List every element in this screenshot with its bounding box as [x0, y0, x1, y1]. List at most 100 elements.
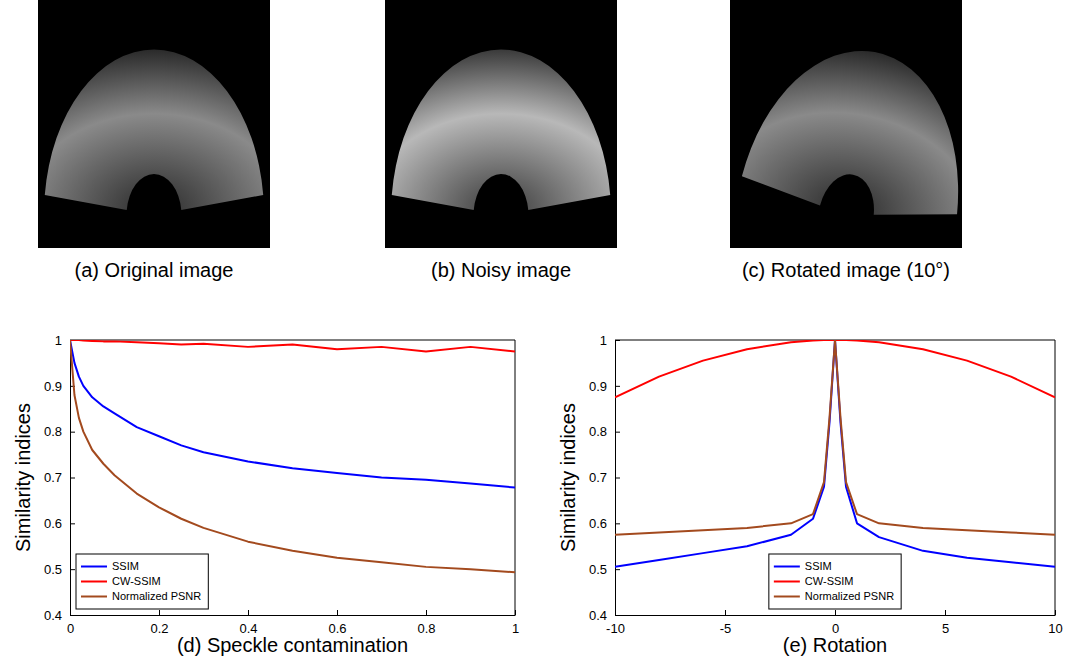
- tick: 5: [942, 610, 949, 636]
- legend-swatch: [774, 596, 800, 598]
- tick-mark: [70, 523, 75, 524]
- tick-mark: [426, 610, 427, 615]
- axis-line: [71, 615, 516, 616]
- tick: 0.7: [44, 470, 75, 485]
- tick-label: 10: [1048, 621, 1062, 636]
- series-line: [70, 340, 515, 351]
- tick-mark: [70, 569, 75, 570]
- series-line: [615, 340, 1055, 567]
- tick-label: 0.4: [44, 608, 62, 623]
- y-axis-title: Similarity indices: [557, 403, 579, 552]
- tick-label: 0.8: [417, 621, 435, 636]
- tick-mark: [615, 478, 620, 479]
- chart: 00.20.40.60.810.40.50.60.70.80.91(d) Spe…: [12, 333, 519, 656]
- tick-mark: [1055, 610, 1056, 615]
- image-panel: [385, 0, 617, 248]
- legend-swatch: [774, 581, 800, 583]
- tick-mark: [615, 340, 620, 341]
- legend-label: CW-SSIM: [112, 575, 161, 587]
- frame-line: [515, 340, 516, 615]
- plot-lines: [70, 340, 515, 572]
- ultrasound-fan: [739, 33, 982, 229]
- tick-mark: [725, 610, 726, 615]
- tick: 0.5: [44, 562, 75, 577]
- tick-mark: [615, 615, 620, 616]
- tick-mark: [945, 610, 946, 615]
- figure: (a) Original image (b) Noisy image (c) Rot…: [0, 0, 1076, 664]
- frame-line: [1055, 340, 1056, 615]
- tick-label: 0: [67, 621, 74, 636]
- chart: -10-505100.40.50.60.70.80.91(e) Rotation…: [557, 333, 1063, 656]
- legend-swatch: [81, 596, 107, 598]
- legend: SSIM CW-SSIM Normalized PSNR: [76, 554, 208, 609]
- axis-line: [616, 615, 1056, 616]
- tick: 0.4: [44, 608, 75, 623]
- tick: 0: [832, 610, 839, 636]
- y-axis: 0.40.50.60.70.80.91: [44, 333, 75, 623]
- image-caption: (c) Rotated image (10°): [742, 259, 950, 281]
- tick-mark: [515, 610, 516, 615]
- series-line: [70, 340, 515, 488]
- tick-label: 0.2: [150, 621, 168, 636]
- image-caption: (b) Noisy image: [431, 259, 571, 281]
- image-panel: [38, 0, 270, 248]
- tick-mark: [615, 569, 620, 570]
- x-axis-title: (d) Speckle contamination: [177, 634, 408, 656]
- frame-line: [70, 340, 515, 341]
- tick-mark: [70, 478, 75, 479]
- tick-mark: [159, 610, 160, 615]
- tick-label: 5: [942, 621, 949, 636]
- ultrasound-fan: [392, 50, 610, 211]
- image-caption: (a) Original image: [75, 259, 234, 281]
- tick-label: 0.7: [589, 470, 607, 485]
- ultrasound-fan: [45, 50, 263, 211]
- tick: -5: [720, 610, 732, 636]
- series-line: [70, 340, 515, 572]
- tick: 10: [1048, 610, 1062, 636]
- tick: 0.6: [589, 516, 620, 531]
- tick-label: 1: [600, 333, 607, 348]
- legend-label: CW-SSIM: [805, 575, 854, 587]
- tick-mark: [248, 610, 249, 615]
- image-background: [38, 0, 270, 248]
- legend-swatch: [81, 581, 107, 583]
- legend-box: [769, 554, 901, 609]
- tick-label: 1: [512, 621, 519, 636]
- tick: 0.8: [44, 424, 75, 439]
- tick-mark: [70, 615, 75, 616]
- tick-mark: [615, 523, 620, 524]
- tick-label: 0.6: [44, 516, 62, 531]
- tick: 0.2: [150, 610, 168, 636]
- series-line: [615, 340, 1055, 535]
- tick-label: 0.4: [589, 608, 607, 623]
- tick: 1: [512, 610, 519, 636]
- tick-label: 0.9: [44, 378, 62, 393]
- image-background: [385, 0, 617, 248]
- tick: 0.7: [589, 470, 620, 485]
- tick: 0.6: [328, 610, 346, 636]
- tick-mark: [835, 610, 836, 615]
- x-axis: -10 -5 0 5 10: [606, 610, 1063, 636]
- tick: 0.6: [44, 516, 75, 531]
- tick-label: -5: [720, 621, 732, 636]
- tick: 0.9: [589, 378, 620, 393]
- tick: 0.5: [589, 562, 620, 577]
- legend: SSIMCW-SSIMNormalized PSNR: [769, 554, 901, 609]
- tick-mark: [337, 610, 338, 615]
- tick: 1: [600, 333, 620, 348]
- tick-label: 0.6: [589, 516, 607, 531]
- legend-label: SSIM: [112, 560, 139, 572]
- legend-label: Normalized PSNR: [112, 590, 201, 602]
- tick-label: 0.9: [589, 378, 607, 393]
- tick: 0.4: [239, 610, 257, 636]
- x-axis-title: (e) Rotation: [783, 634, 888, 656]
- tick-mark: [615, 386, 620, 387]
- tick: 0.4: [589, 608, 620, 623]
- tick-label: 0.5: [44, 562, 62, 577]
- y-axis: 0.40.50.60.70.80.91: [589, 333, 620, 623]
- image-panel: [730, 0, 982, 248]
- legend-swatch: [81, 566, 107, 568]
- tick-label: -10: [606, 621, 625, 636]
- legend-swatch: [774, 566, 800, 568]
- tick: 0.9: [44, 378, 75, 393]
